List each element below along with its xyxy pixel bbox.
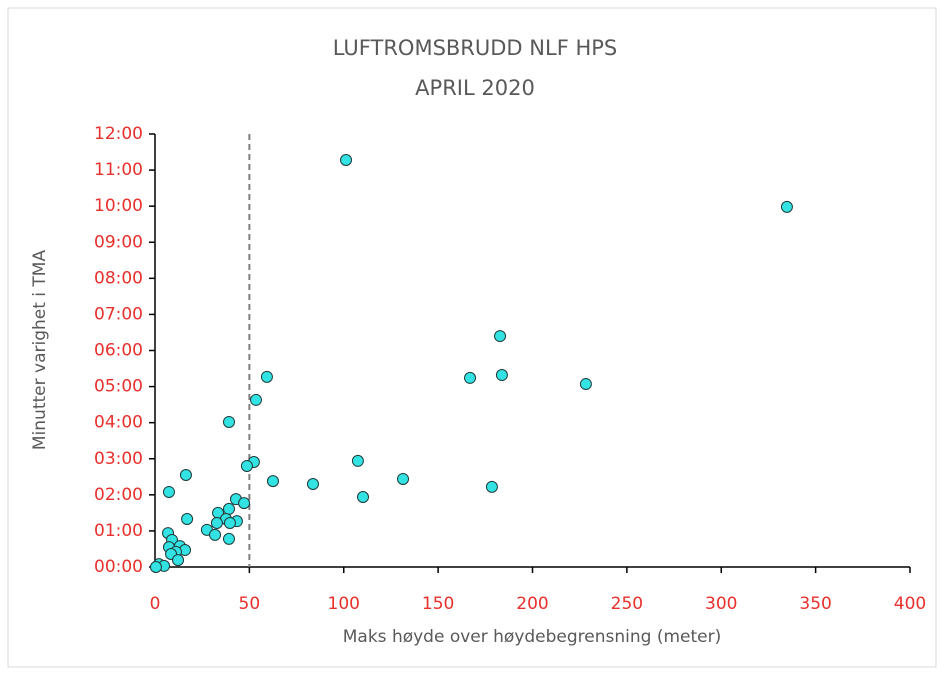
point [222,415,235,428]
y-tick-label: 05:00 [94,377,143,397]
point [340,153,353,166]
x-tick-label: 150 [422,594,454,614]
point [179,468,192,481]
point [162,485,175,498]
point [149,561,162,573]
y-tick-label: 11:00 [94,160,143,180]
x-tick-label: 350 [799,594,831,614]
chart-frame [7,7,937,668]
point [209,528,222,541]
y-axis-label: Minutter varighet i TMA [30,250,50,451]
y-tick-label: 01:00 [94,521,143,541]
point [494,330,507,343]
point [495,369,508,382]
point [181,513,194,526]
y-tick-label: 00:00 [94,557,143,577]
x-tick-label: 300 [705,594,737,614]
y-tick-label: 10:00 [94,196,143,216]
x-tick-label: 0 [150,594,161,614]
x-tick-label: 50 [239,594,261,614]
point [780,200,793,213]
chart-title: LUFTROMSBRUDD NLF HPS [333,36,617,60]
x-tick-label: 400 [894,594,926,614]
y-tick-label: 07:00 [94,304,143,324]
y-tick-label: 03:00 [94,449,143,469]
y-tick-label: 06:00 [94,341,143,361]
point [223,516,236,529]
x-axis-label: Maks høyde over høydebegrensning (meter) [343,627,722,647]
point [240,459,253,472]
point [210,516,223,529]
y-tick-label: 02:00 [94,485,143,505]
x-tick-label: 250 [611,594,643,614]
point [238,497,251,510]
point [249,393,262,406]
point [266,475,279,488]
y-tick-label: 09:00 [94,232,143,252]
x-tick-label: 200 [516,594,548,614]
point [222,502,235,515]
y-tick-label: 04:00 [94,413,143,433]
point [260,370,273,383]
point [172,554,185,567]
point [222,532,235,545]
point [464,371,477,384]
y-tick-label: 12:00 [94,124,143,144]
point [306,478,319,491]
point [579,378,592,391]
point [351,454,364,467]
point [397,472,410,485]
point [357,490,370,503]
y-tick-label: 08:00 [94,268,143,288]
chart-title: APRIL 2020 [415,76,535,100]
x-tick-label: 100 [328,594,360,614]
point [485,480,498,493]
